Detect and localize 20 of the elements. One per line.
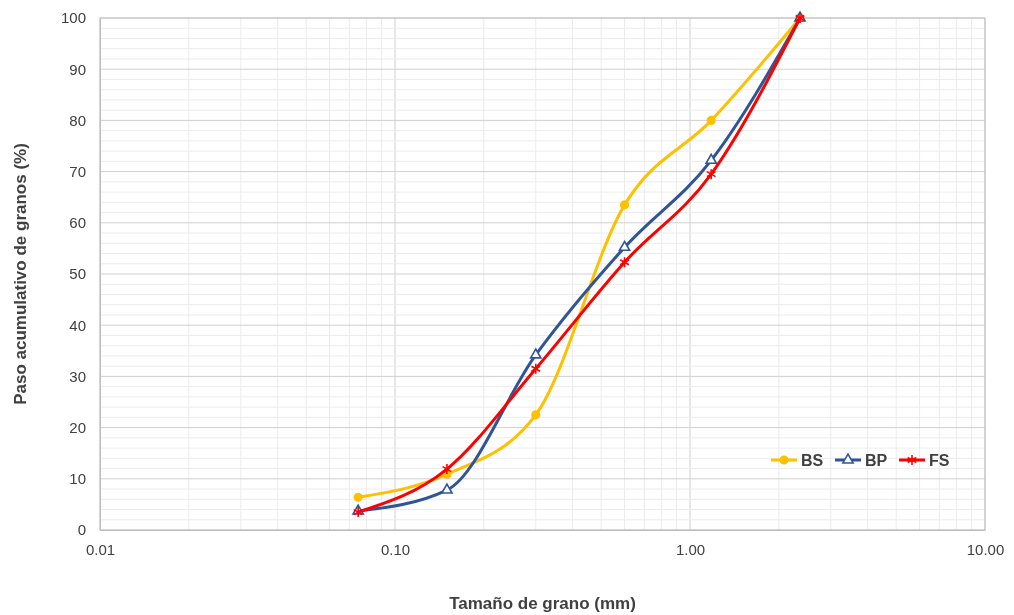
y-tick-label: 10 [69,470,86,488]
x-tick-label: 1.00 [675,540,706,558]
y-tick-label: 40 [69,316,86,334]
y-tick-label: 70 [69,162,86,180]
y-axis-title: Paso acumulativo de granos (%) [11,143,30,405]
x-tick-label: 0.10 [380,540,411,558]
x-axis-title: Tamaño de grano (mm) [449,594,636,613]
y-tick-label: 90 [69,60,86,78]
x-tick-label: 0.01 [85,540,116,558]
y-tick-label: 60 [69,214,86,232]
y-tick-label: 20 [69,418,86,436]
legend-label: BP [865,452,888,469]
x-tick-label: 10.00 [966,540,1005,558]
y-tick-label: 80 [69,111,86,129]
y-tick-label: 100 [60,9,86,27]
y-tick-label: 50 [69,265,86,283]
y-tick-label: 30 [69,367,86,385]
legend-label: FS [929,452,950,469]
y-tick-label: 0 [77,521,86,539]
legend-label: BS [801,452,824,469]
